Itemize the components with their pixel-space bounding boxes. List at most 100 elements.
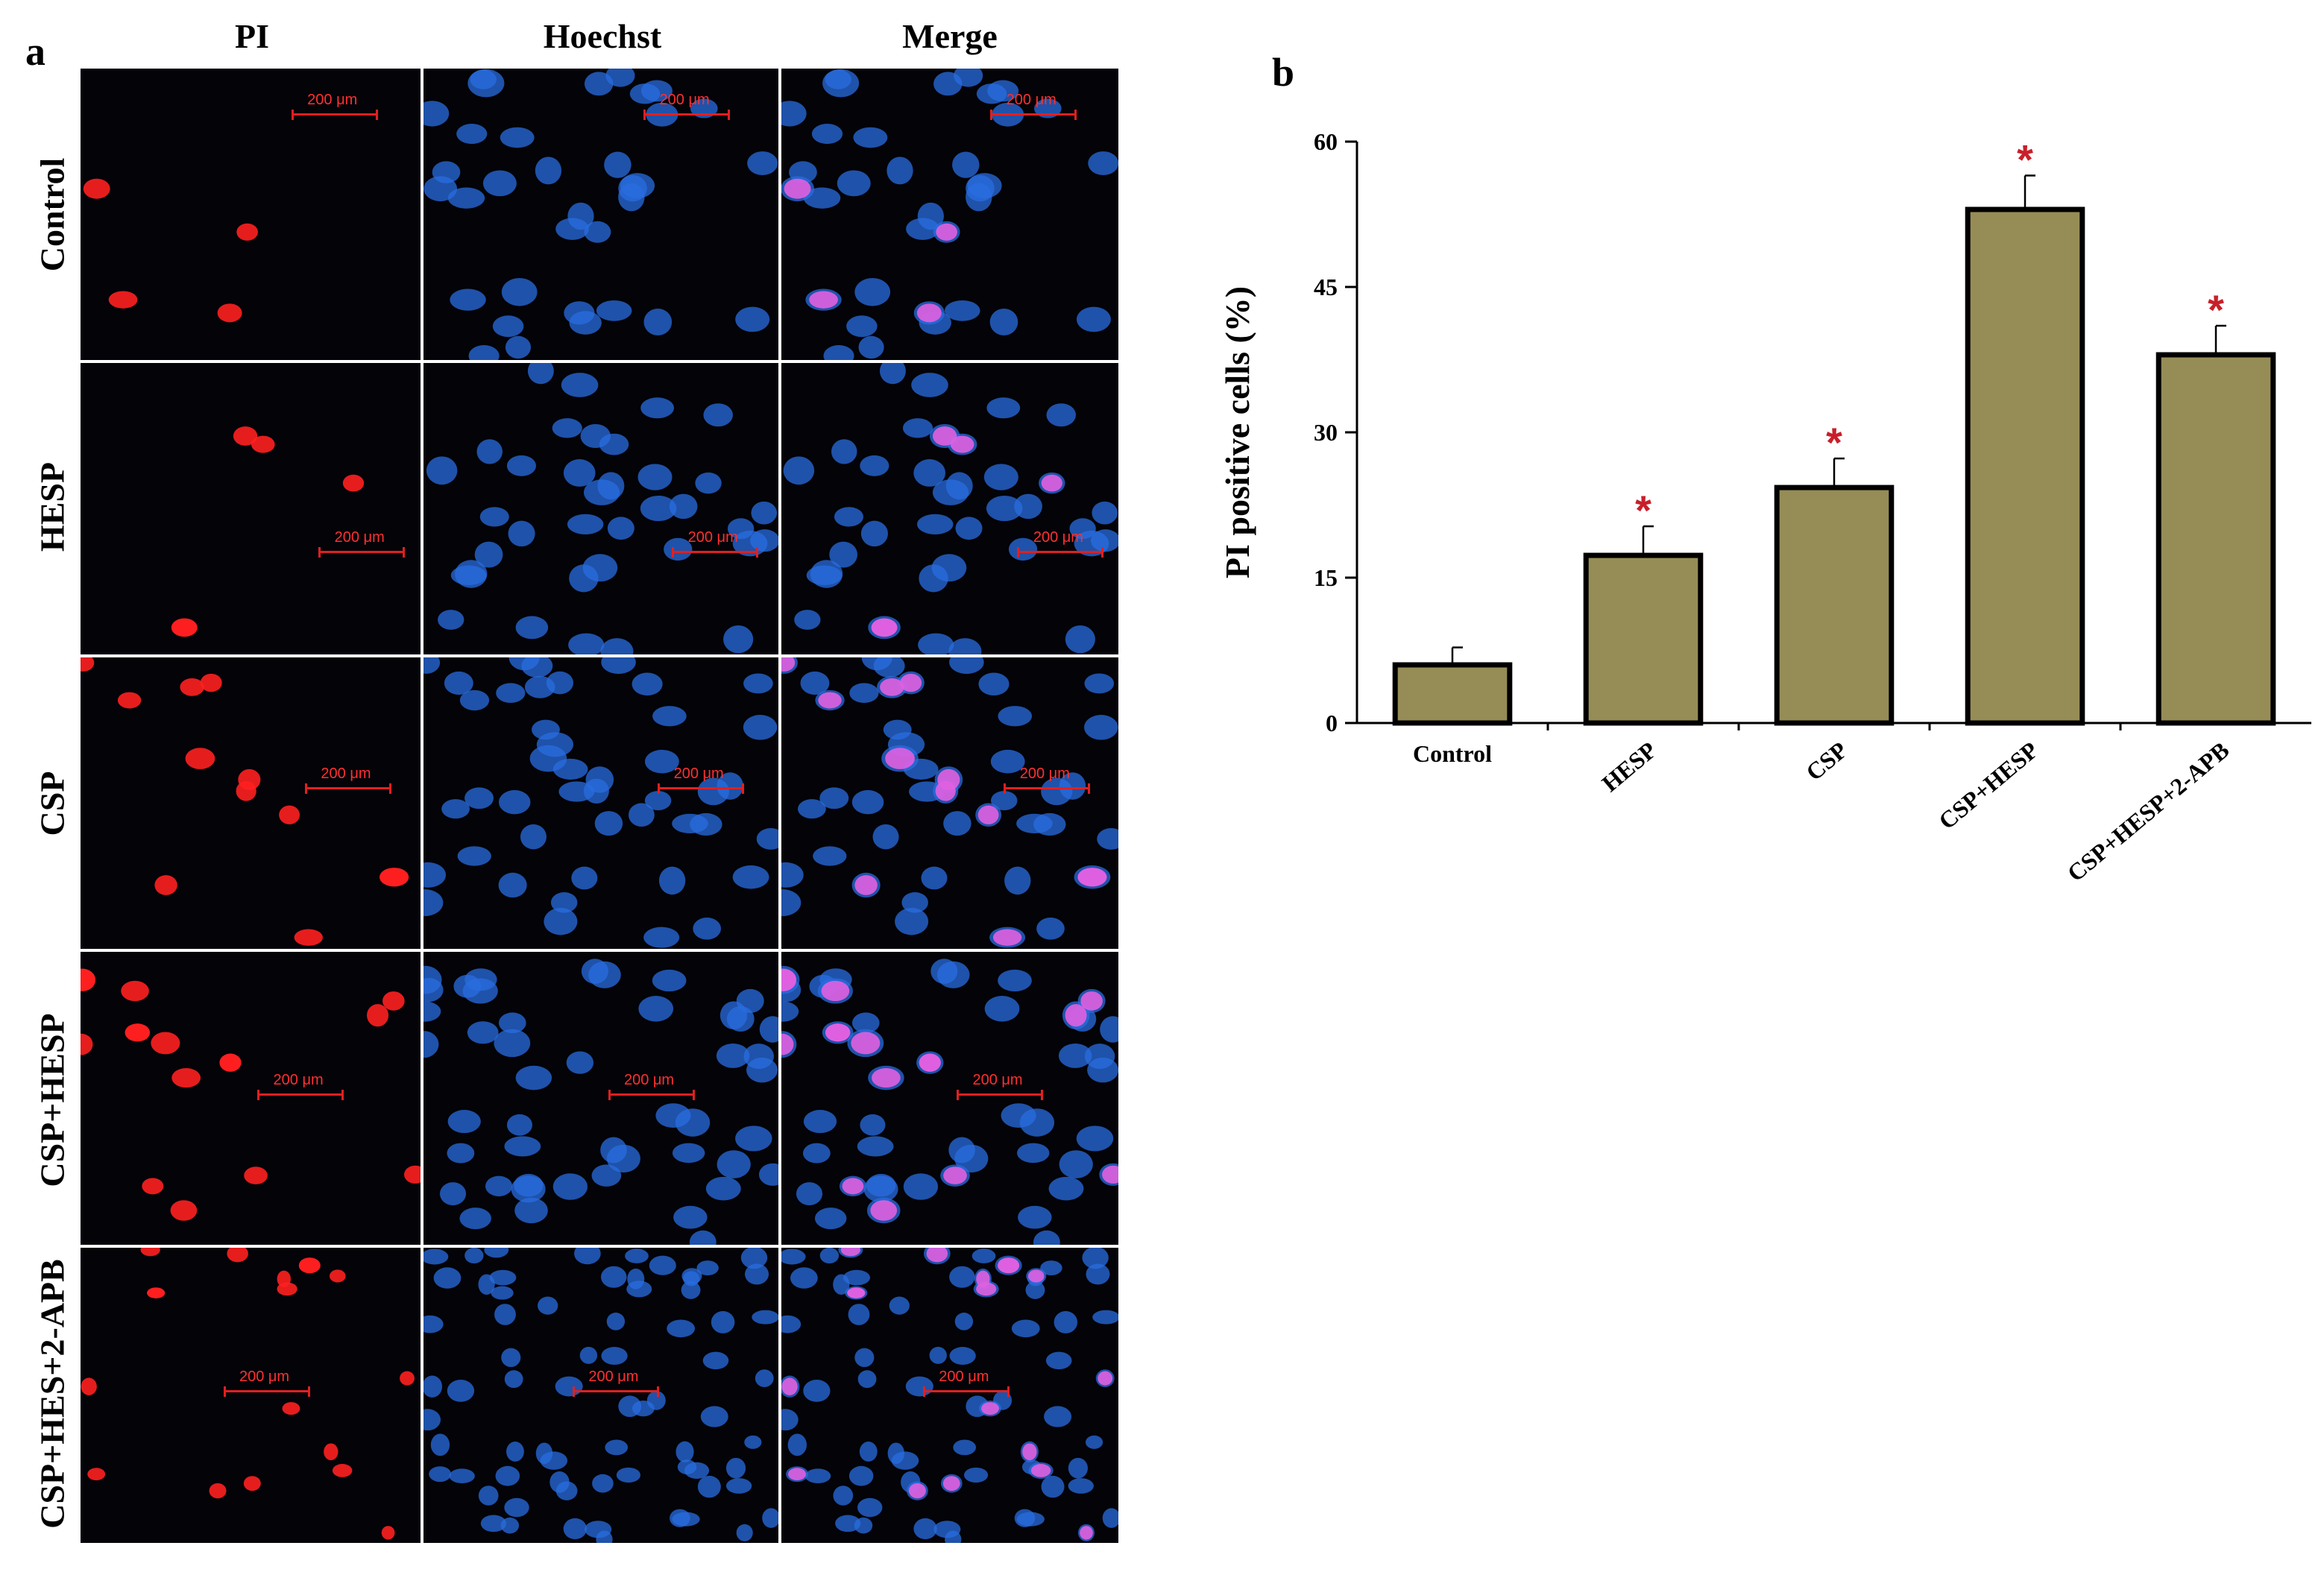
nucleus	[693, 918, 722, 940]
nucleus	[571, 866, 598, 890]
nucleus	[797, 799, 826, 819]
nucleus	[930, 959, 958, 984]
scale-bar-label: 200 μm	[588, 1368, 639, 1386]
nucleus	[504, 1136, 541, 1157]
nucleus	[584, 479, 620, 505]
pi-positive-cell	[403, 1165, 421, 1184]
pi-positive-cell	[919, 1053, 941, 1072]
bar-control	[1392, 662, 1513, 726]
nucleus	[989, 309, 1018, 335]
micrograph-cells	[423, 657, 778, 948]
nucleus	[993, 1391, 1013, 1410]
y-axis-title: PI positive cells (%)	[1218, 286, 1256, 578]
micrograph-merge-hesp: 200 μm	[781, 363, 1118, 654]
nucleus	[540, 1451, 568, 1470]
nucleus	[689, 1230, 717, 1245]
nucleus	[697, 1475, 721, 1498]
micrograph-cells	[781, 69, 1118, 360]
nucleus	[857, 1370, 877, 1389]
micrograph-pi-csp-hes-2-apb: 200 μm	[81, 1248, 421, 1543]
nucleus	[711, 1310, 735, 1333]
nucleus	[1088, 151, 1118, 176]
micrograph-cells	[783, 363, 1118, 654]
nucleus	[508, 520, 535, 547]
nucleus	[1100, 1016, 1118, 1043]
nucleus	[783, 456, 815, 485]
nucleus	[831, 439, 857, 464]
nucleus	[601, 1347, 628, 1366]
nucleus	[423, 101, 450, 127]
nucleus	[1048, 1176, 1084, 1201]
nucleus	[485, 1175, 513, 1197]
nucleus	[677, 1459, 697, 1475]
pi-positive-cell	[151, 1032, 180, 1055]
nucleus	[447, 1143, 475, 1164]
micrograph-cells	[781, 1248, 1118, 1543]
nucleus	[984, 996, 1020, 1022]
nucleus	[628, 803, 655, 827]
nucleus	[986, 495, 1023, 522]
nucleus	[978, 672, 1010, 696]
pi-positive-cell	[809, 291, 838, 309]
pi-positive-cell	[908, 1483, 926, 1499]
nucleus	[986, 397, 1021, 419]
bar-csp-hesp	[1965, 206, 2085, 726]
nucleus	[918, 633, 954, 654]
nucleus	[470, 69, 497, 89]
nucleus	[814, 1207, 847, 1230]
nucleus	[489, 1269, 517, 1286]
pi-positive-cell	[217, 303, 242, 323]
nucleus	[732, 865, 769, 889]
scale-bar-label: 200 μm	[1019, 765, 1070, 782]
nucleus	[600, 1137, 627, 1164]
nucleus	[501, 1348, 521, 1368]
nucleus	[990, 791, 1018, 811]
significance-star: *	[1635, 487, 1651, 534]
nucleus	[1044, 1406, 1072, 1427]
pi-positive-cell	[147, 1287, 166, 1298]
nucleus	[854, 277, 891, 306]
micrograph-pi-hesp: 200 μm	[81, 363, 421, 654]
pi-positive-cell	[1027, 1269, 1045, 1283]
nucleus	[433, 1267, 462, 1289]
nucleus	[1033, 812, 1066, 836]
pi-positive-cell	[367, 1004, 389, 1027]
nucleus	[453, 974, 482, 998]
nucleus	[1011, 1319, 1040, 1338]
nucleus	[1001, 1103, 1036, 1128]
nucleus	[725, 1457, 746, 1479]
nucleus	[594, 811, 623, 836]
pi-positive-cell	[937, 768, 960, 791]
nucleus	[423, 657, 441, 674]
nucleus	[860, 520, 888, 547]
nucleus	[998, 969, 1032, 992]
pi-positive-cell	[976, 1270, 990, 1287]
nucleus	[800, 671, 830, 695]
nucleus	[887, 157, 913, 185]
micrograph-pi-control: 200 μm	[81, 69, 421, 360]
micrograph-pi-csp-hesp: 200 μm	[81, 952, 421, 1245]
nucleus	[600, 1266, 627, 1288]
nucleus	[423, 1031, 439, 1058]
scale-bar-label: 200 μm	[307, 92, 358, 109]
micrograph-cells	[83, 178, 258, 323]
pi-positive-cell	[277, 1270, 291, 1287]
nucleus	[949, 1347, 976, 1366]
nucleus	[740, 1248, 768, 1269]
nucleus	[637, 464, 673, 490]
pi-positive-cell	[140, 1248, 160, 1257]
scale-bar-label: 200 μm	[659, 92, 710, 109]
micrograph-cells	[423, 69, 778, 360]
pi-positive-cell	[977, 805, 999, 824]
nucleus	[625, 1248, 649, 1263]
nucleus	[476, 439, 503, 464]
nucleus	[781, 101, 807, 127]
nucleus	[913, 459, 945, 487]
nucleus	[1059, 1150, 1093, 1178]
nucleus	[1058, 1043, 1092, 1068]
nucleus	[596, 300, 632, 321]
nucleus	[500, 127, 535, 148]
nucleus	[755, 1369, 774, 1387]
nucleus	[480, 1515, 507, 1532]
nucleus	[790, 1267, 818, 1289]
